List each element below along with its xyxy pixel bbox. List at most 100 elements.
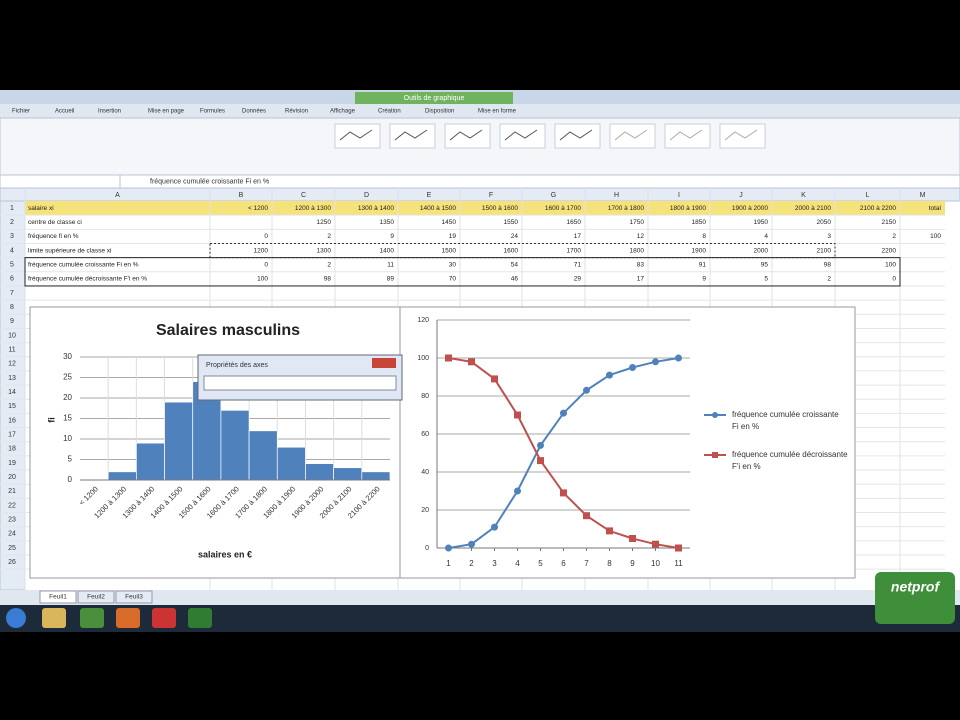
row-header: 23 [8,516,16,523]
cell: 0 [264,261,268,268]
row-header: 11 [8,347,15,354]
dialog-input[interactable] [203,375,397,391]
marker [445,354,452,362]
x-tick-label: 4 [515,559,520,568]
cell: < 1200 [248,205,268,212]
taskbar-icon[interactable] [152,608,176,628]
legend-marker [712,452,718,458]
cell: centre de classe ci [28,219,82,226]
cell: 100 [257,276,268,283]
cell: 2100 à 2200 [860,205,897,212]
cell: 71 [574,261,582,268]
copy-marquee [209,242,836,259]
ribbon-tab[interactable]: Formules [200,109,225,115]
bar [248,430,278,481]
sheet-tab[interactable] [115,590,153,604]
row-header: 9 [10,318,14,325]
column-header: F [489,192,493,199]
cell: 1800 à 1900 [670,205,707,212]
row-header: 18 [8,446,16,453]
row-header: 19 [8,460,16,467]
marker [514,411,521,419]
cell: 12 [637,233,645,240]
ribbon-tab[interactable]: Données [242,109,266,115]
cell: fréquence cumulée décroissante F'i en % [28,276,147,283]
row-header: 12 [8,361,16,368]
ribbon-tab[interactable]: Révision [285,109,308,115]
cell: 1800 [630,247,645,254]
y-tick-label: 100 [417,355,429,362]
cell: 2200 [882,247,897,254]
x-tick-label: 3 [492,559,497,568]
sheet-tab[interactable] [39,590,77,604]
sheet-tabs: Feuil1 Feuil2 Feuil3 [39,590,153,604]
legend-marker [712,412,718,418]
row-header: 6 [10,276,14,283]
chart-title: Salaires masculins [156,322,300,339]
cell: 1250 [317,219,332,226]
row-header: 21 [8,488,16,495]
dialog-title: Propriétés des axes [206,362,268,369]
column-header: I [678,192,680,199]
ribbon-tab[interactable]: Mise en forme [478,109,517,115]
taskbar-icon[interactable] [80,608,104,628]
marker [606,371,613,379]
style-thumb [389,123,436,149]
dialog[interactable]: Propriétés des axes [197,354,403,401]
style-thumb-line [449,129,483,141]
style-thumb-line [614,129,648,141]
x-tick-label: 9 [630,559,635,568]
x-tick-label: 5 [538,559,543,568]
ribbon-tab[interactable]: Insertion [98,109,121,115]
cell: 1450 [442,219,457,226]
ribbon-tab[interactable]: Mise en page [148,109,185,115]
taskbar-icon[interactable] [188,608,212,628]
cell: 2050 [817,219,832,226]
ribbon-tab[interactable]: Fichier [12,109,30,115]
row-header: 1 [10,205,14,212]
cell: 46 [511,276,519,283]
ribbon-tab[interactable]: Disposition [425,109,454,115]
ribbon-tab[interactable]: Affichage [330,109,356,115]
sheet-tab[interactable] [77,590,115,604]
cell: 1750 [630,219,645,226]
marker [583,386,590,394]
formula-text: fréquence cumulée croissante Fi en % [150,178,269,185]
cell: 1600 à 1700 [545,205,582,212]
cell: 100 [885,261,896,268]
row-header: 5 [10,262,14,269]
marker [468,358,475,366]
cell: 1650 [567,219,582,226]
column-header: B [239,192,244,199]
taskbar-icon[interactable] [42,608,66,628]
style-gallery [334,123,766,149]
cell: limite supérieure de classe xi [28,247,111,254]
x-tick-label: 1 [446,559,451,568]
cell: 1300 à 1400 [358,205,395,212]
row-header: 15 [8,403,16,410]
ribbon-tab[interactable]: Création [378,109,401,115]
column-header: M [920,192,926,199]
watermark-box [875,572,955,624]
marker [537,457,544,465]
marker [560,489,567,497]
y-tick-label: 120 [417,317,429,324]
cell: 30 [449,261,457,268]
x-tick-label: 10 [651,559,660,568]
cell: 17 [574,233,582,240]
ribbon-tab[interactable]: Accueil [55,109,74,115]
line-chart [399,306,856,579]
x-tick-label: 11 [674,559,683,568]
taskbar-icon[interactable] [116,608,140,628]
cell: 1700 [567,247,582,254]
cell: 1700 à 1800 [608,205,645,212]
row-header-bar [0,200,26,591]
dialog-close[interactable] [372,358,396,368]
column-header: L [866,192,870,199]
cell: 1950 [754,219,769,226]
cell: 98 [824,261,832,268]
y-axis-label: fi [46,417,56,423]
cell: 2000 [754,247,769,254]
start-button[interactable] [6,608,26,628]
cell: 2100 [817,247,832,254]
